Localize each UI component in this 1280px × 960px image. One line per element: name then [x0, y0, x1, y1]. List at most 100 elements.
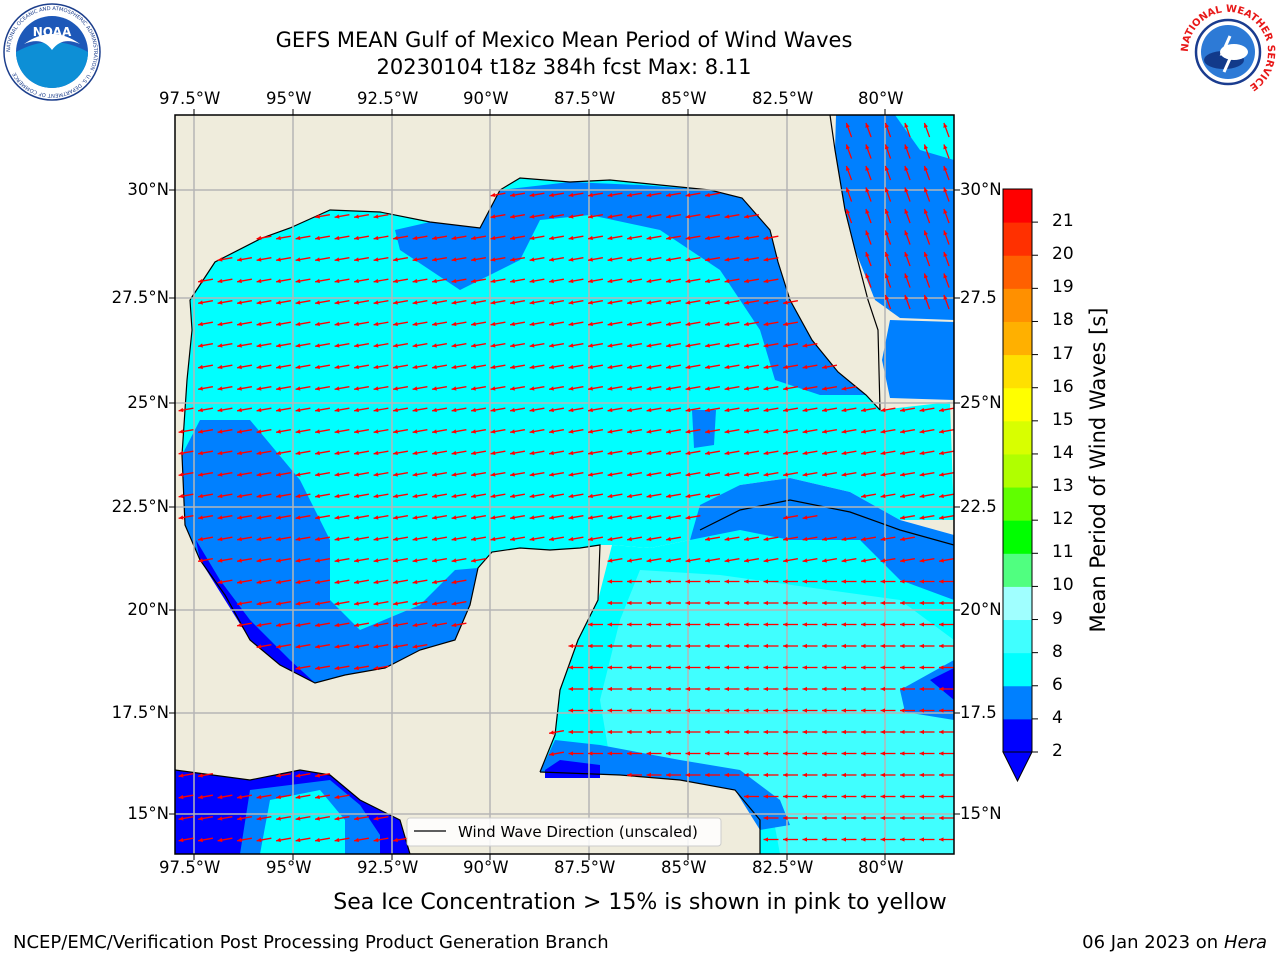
wind-arrow-head	[276, 450, 281, 456]
wind-arrow-head	[802, 600, 808, 606]
wind-arrow-head	[334, 622, 340, 628]
wind-arrow-head	[373, 837, 379, 843]
wind-arrow-head	[724, 278, 730, 284]
wind-arrow-head	[802, 386, 808, 391]
wind-arrow-head	[919, 815, 925, 821]
wind-arrow-head	[685, 493, 691, 499]
wind-arrow-head	[861, 708, 866, 713]
wind-arrow-head	[802, 794, 808, 799]
wind-arrow-head	[744, 235, 749, 241]
wind-arrow-head	[724, 343, 730, 348]
wind-arrow-head	[822, 407, 827, 413]
wind-arrow-head	[276, 536, 281, 542]
wind-arrow-head	[334, 278, 340, 284]
wind-arrow-head	[607, 407, 613, 413]
wind-arrow-head	[646, 536, 652, 542]
wind-arrow-head	[217, 450, 223, 456]
wind-arrow-head	[334, 214, 340, 219]
wind-arrow-head	[943, 230, 948, 236]
wind-arrow-head	[744, 794, 749, 799]
wind-arrow-head	[685, 429, 691, 434]
wind-arrow-head	[763, 665, 769, 670]
wind-arrow-head	[923, 273, 929, 279]
colorbar-label: Mean Period of Wind Waves [s]	[1086, 307, 1110, 633]
wind-arrow-head	[295, 364, 301, 370]
wind-arrow-head	[393, 536, 398, 542]
wind-arrow-head	[588, 493, 593, 499]
wind-arrow-head	[744, 729, 749, 735]
wind-arrow-head	[373, 450, 379, 456]
wind-arrow-head	[549, 515, 554, 520]
wind-arrow-head	[510, 472, 515, 477]
colorbar-tick-label: 13	[1052, 476, 1074, 497]
wind-arrow-head	[861, 622, 866, 627]
wind-arrow-head	[510, 407, 515, 413]
wind-arrow-head	[334, 644, 340, 649]
wind-arrow-head	[256, 257, 262, 262]
wind-arrow-head	[880, 643, 886, 649]
wind-arrow-head	[666, 429, 671, 434]
noaa-logo-text: NOAA	[33, 25, 72, 39]
lat-tick-left: 25°N	[127, 393, 169, 412]
wind-arrow-head	[919, 643, 925, 649]
wind-arrow-head	[783, 386, 788, 391]
wind-arrow-head	[256, 364, 262, 370]
wind-arrow-head	[884, 273, 890, 279]
wind-arrow-head	[724, 257, 730, 262]
wind-arrow-head	[237, 257, 242, 262]
wind-arrow-head	[373, 278, 379, 284]
wind-arrow-head	[471, 450, 476, 456]
wind-arrow-head	[354, 558, 359, 563]
wind-arrow-head	[451, 579, 457, 585]
wind-arrow-head	[919, 472, 925, 477]
wind-arrow-head	[900, 772, 905, 778]
wind-arrow-head	[490, 450, 496, 456]
wind-arrow-head	[744, 300, 749, 305]
wind-arrow-head	[705, 321, 710, 327]
wind-arrow-head	[510, 278, 515, 284]
wind-arrow-head	[237, 300, 242, 305]
colorbar-swatch	[1003, 420, 1032, 455]
wind-arrow-head	[549, 751, 554, 757]
wind-arrow-head	[412, 472, 418, 477]
wind-arrow-head	[276, 386, 281, 391]
wind-arrow-head	[315, 558, 320, 563]
wind-arrow-head	[943, 251, 948, 257]
wind-arrow-head	[354, 579, 359, 585]
wind-arrow-head	[841, 579, 847, 584]
wind-arrow-head	[900, 472, 905, 477]
wind-arrow-head	[373, 343, 379, 348]
wind-arrow-head	[685, 600, 691, 606]
wind-arrow-head	[822, 536, 827, 542]
wind-arrow-head	[588, 708, 593, 713]
wind-arrow-head	[939, 686, 944, 692]
wind-arrow-head	[334, 321, 340, 327]
wind-arrow-head	[295, 579, 301, 585]
wind-arrow-head	[295, 536, 301, 542]
wind-arrow-head	[315, 364, 320, 370]
wind-arrow-head	[373, 321, 379, 327]
wind-arrow-head	[295, 450, 301, 456]
wind-arrow-head	[451, 493, 457, 499]
wind-arrow-head	[763, 794, 769, 799]
wind-arrow-head	[373, 214, 379, 219]
wind-arrow-head	[315, 579, 320, 585]
wind-arrow-head	[354, 493, 359, 499]
wind-arrow-head	[568, 214, 574, 219]
wind-arrow-head	[880, 794, 886, 799]
wind-arrow-head	[490, 472, 496, 477]
wind-arrow-head	[568, 364, 574, 370]
wind-arrow-head	[724, 665, 730, 670]
colorbar-extend-arrow	[1002, 751, 1033, 783]
wind-arrow-head	[627, 257, 632, 262]
wind-arrow-head	[802, 558, 808, 563]
colorbar-swatch	[1003, 189, 1032, 223]
wind-arrow-head	[627, 192, 632, 198]
wind-arrow-head	[763, 536, 769, 542]
wind-arrow-head	[432, 450, 437, 456]
wind-arrow-head	[471, 364, 476, 370]
wind-arrow-head	[880, 686, 886, 692]
wind-arrow-head	[646, 214, 652, 219]
wind-arrow-head	[646, 407, 652, 413]
wind-arrow-head	[373, 472, 379, 477]
